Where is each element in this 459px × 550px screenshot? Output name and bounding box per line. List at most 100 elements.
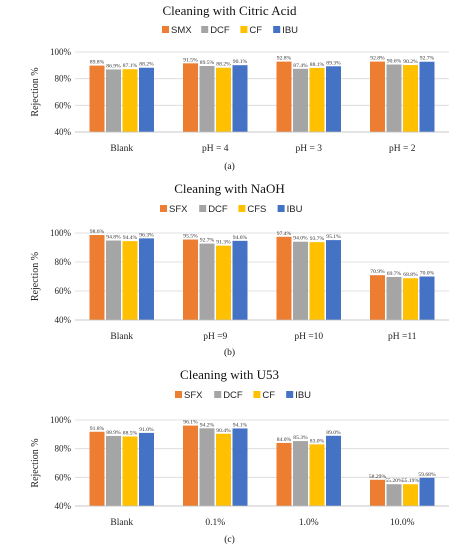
x-category-label: pH =11 — [388, 332, 417, 342]
legend-swatch-cfs — [238, 205, 246, 212]
bar-dcf — [199, 66, 215, 132]
chart-panel-u53: Cleaning with U53 SFX DCF CF IBU 40% 60% 80% 100… — [0, 364, 459, 550]
data-label: 87.4% — [293, 63, 308, 69]
data-label: 94.1% — [233, 422, 248, 428]
y-axis-label: Rejection % — [30, 438, 41, 487]
data-label: 59.68% — [418, 472, 436, 478]
y-axis-label: Rejection % — [30, 252, 41, 301]
bar-ibu — [139, 67, 154, 132]
bar-sfx — [183, 239, 198, 320]
bar-ibu — [326, 435, 341, 506]
bar-sfx — [183, 425, 198, 506]
data-label: 92.7% — [420, 56, 435, 62]
bar-dcf — [106, 240, 121, 320]
data-label: 92.8% — [277, 56, 292, 62]
x-category-label: Blank — [110, 332, 133, 342]
bar-sfx — [276, 442, 292, 506]
bar-ibu — [419, 477, 435, 506]
chart-title: Cleaning with NaOH — [174, 181, 284, 196]
y-tick-label: 40% — [55, 501, 72, 511]
data-label: 93.7% — [310, 236, 325, 242]
bar-dcf — [386, 484, 402, 506]
data-label: 92.8% — [370, 56, 385, 62]
x-category-label: pH = 2 — [389, 144, 416, 154]
bar-cf — [403, 65, 418, 132]
data-label: 90.4% — [216, 428, 231, 434]
legend-label-sfx: SFX — [184, 390, 203, 401]
data-label: 89.5% — [200, 60, 215, 66]
data-label: 90.1% — [233, 59, 248, 65]
legend-label-smx: SMX — [171, 25, 192, 36]
y-tick-label: 80% — [55, 257, 72, 267]
data-label: 89.8% — [90, 60, 105, 66]
chart-svg-u53: Cleaning with U53 SFX DCF CF IBU 40% 60% 80% 100… — [30, 367, 449, 545]
data-label: 88.1% — [310, 62, 325, 68]
bar-ibu — [232, 65, 248, 132]
data-label: 68.8% — [403, 272, 418, 278]
bar-cfs — [122, 241, 138, 320]
legend-label-dcf: DCF — [210, 25, 230, 36]
y-tick-label: 60% — [55, 286, 72, 296]
data-label: 70.9% — [370, 269, 385, 275]
bar-ibu — [232, 428, 248, 506]
data-label: 89.0% — [326, 430, 341, 436]
bar-sfx — [89, 235, 105, 320]
bar-sfx — [276, 236, 292, 320]
legend-label-cf: CF — [262, 390, 275, 401]
data-label: 70.0% — [420, 271, 435, 277]
bar-dcf — [386, 276, 402, 320]
bar-cfs — [216, 245, 231, 320]
bar-smx — [89, 65, 105, 132]
bar-cf — [309, 444, 325, 506]
y-tick-label: 40% — [55, 315, 72, 325]
legend-label-ibu: IBU — [295, 390, 311, 401]
data-label: 98.6% — [90, 229, 105, 235]
bar-dcf — [386, 64, 402, 132]
bar-cf — [216, 67, 231, 132]
legend-swatch-dcf — [201, 26, 209, 33]
data-label: 96.1% — [183, 420, 198, 426]
bar-cf — [122, 69, 138, 132]
legend-swatch-smx — [162, 26, 169, 33]
subfigure-label: (a) — [224, 161, 235, 172]
bar-cf — [309, 67, 325, 132]
chart-panel-naoh: Cleaning with NaOH SFX DCF CFS IBU 40% 60% 80% 1… — [0, 178, 459, 364]
bar-dcf — [199, 243, 215, 320]
y-tick-label: 80% — [55, 444, 72, 454]
chart-title: Cleaning with U53 — [180, 367, 279, 382]
subfigure-label: (b) — [224, 347, 235, 358]
bar-cfs — [309, 242, 325, 320]
data-label: 55.19% — [402, 478, 420, 484]
data-label: 55.20% — [385, 478, 403, 484]
x-category-label: pH = 4 — [202, 144, 229, 154]
data-label: 88.5% — [123, 430, 138, 436]
bar-dcf — [106, 69, 121, 132]
legend-swatch-cf — [253, 391, 261, 398]
data-label: 91.0% — [139, 427, 154, 433]
legend-label-sfx: SFX — [169, 204, 188, 215]
y-tick-label: 100% — [50, 228, 72, 238]
data-label: 69.7% — [387, 271, 402, 277]
bar-smx — [276, 61, 292, 132]
legend-label-cfs: CFS — [247, 204, 266, 215]
data-label: 94.6% — [233, 235, 248, 241]
bar-smx — [370, 61, 385, 132]
y-tick-label: 100% — [50, 47, 72, 57]
legend-swatch-ibu — [277, 205, 285, 212]
bar-smx — [183, 63, 198, 133]
bar-ibu — [139, 432, 154, 506]
x-category-label: 10.0% — [390, 518, 415, 528]
y-tick-label: 80% — [55, 74, 72, 84]
legend-label-dcf: DCF — [223, 390, 243, 401]
legend-label-ibu: IBU — [282, 25, 298, 36]
data-label: 86.9% — [106, 63, 121, 69]
data-label: 96.3% — [139, 232, 154, 238]
bar-dcf — [106, 435, 121, 506]
legend-swatch-sfx — [175, 391, 182, 398]
bar-ibu — [419, 276, 435, 320]
data-label: 92.7% — [200, 238, 215, 244]
bar-ibu — [326, 66, 341, 132]
bar-ibu — [326, 240, 341, 320]
legend-swatch-ibu — [273, 26, 281, 33]
data-label: 94.8% — [106, 235, 121, 241]
